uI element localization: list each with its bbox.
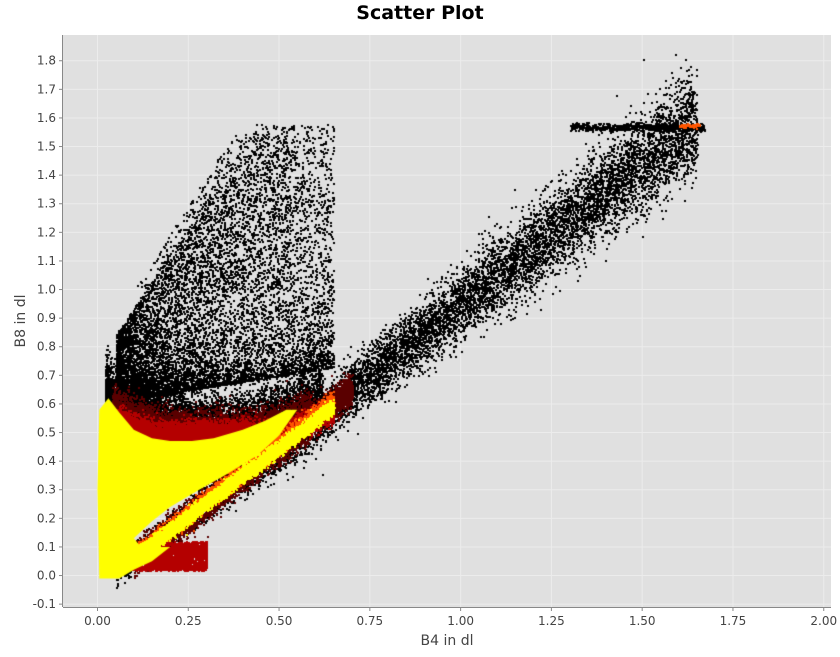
y-tick-label: 0.3 [37, 483, 56, 497]
y-tick-label: 0.1 [37, 540, 56, 554]
y-tick-label: 1.1 [37, 254, 56, 268]
y-axis-ticks: -0.1 0.0 0.1 0.2 0.3 0.4 0.5 0.6 0.7 0.8 0.9 1.0 1.1… [33, 54, 63, 611]
density-scatter-points [63, 35, 831, 607]
y-tick-label: 1.2 [37, 225, 56, 239]
x-tick-label: 1.00 [447, 614, 474, 628]
y-tick-label: 1.6 [37, 111, 56, 125]
x-tick-label: 0.25 [175, 614, 202, 628]
x-tick-label: 1.50 [629, 614, 656, 628]
x-axis-label: B4 in dl [421, 633, 474, 649]
x-tick-label: 1.25 [538, 614, 565, 628]
x-tick-label: 2.00 [810, 614, 837, 628]
y-tick-label: 0.8 [37, 340, 56, 354]
y-tick-label: 1.0 [37, 283, 56, 297]
x-tick-label: 0.00 [84, 614, 111, 628]
y-tick-label: 1.8 [37, 54, 56, 68]
y-tick-label: 0.7 [37, 368, 56, 382]
y-tick-label: -0.1 [33, 597, 56, 611]
x-tick-label: 0.75 [356, 614, 383, 628]
y-tick-label: 1.4 [37, 168, 56, 182]
y-tick-label: 0.5 [37, 426, 56, 440]
y-tick-label: 0.2 [37, 511, 56, 525]
y-tick-label: 1.3 [37, 197, 56, 211]
y-tick-label: 0.0 [37, 569, 56, 583]
y-tick-label: 0.9 [37, 311, 56, 325]
y-tick-label: 0.6 [37, 397, 56, 411]
x-axis-ticks: 0.00 0.25 0.50 0.75 1.00 1.25 1.50 1.75 2.00 [84, 607, 837, 628]
y-tick-label: 1.7 [37, 82, 56, 96]
y-tick-label: 0.4 [37, 454, 56, 468]
data-points [63, 35, 831, 607]
x-tick-label: 0.50 [266, 614, 293, 628]
y-axis-label: B8 in dl [13, 295, 29, 348]
x-tick-label: 1.75 [720, 614, 747, 628]
y-tick-label: 1.5 [37, 140, 56, 154]
chart-title: Scatter Plot [356, 2, 484, 24]
